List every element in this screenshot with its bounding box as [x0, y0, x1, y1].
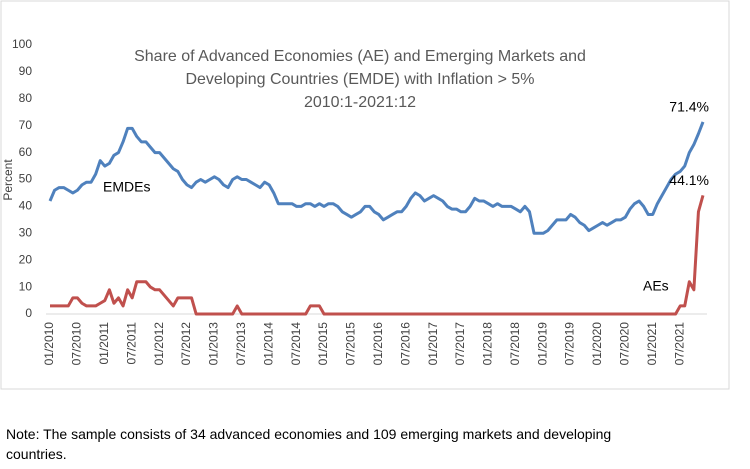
- x-tick-label: 01/2013: [207, 322, 221, 366]
- chart-frame: [0, 0, 730, 390]
- y-tick-label: 30: [19, 225, 33, 239]
- x-tick-label: 01/2014: [261, 322, 275, 366]
- x-tick-label: 07/2016: [398, 322, 412, 366]
- chart-subtitle: 2010:1-2021:12: [304, 94, 416, 111]
- x-tick-label: 07/2015: [344, 322, 358, 366]
- data-label: 71.4%: [669, 99, 709, 115]
- x-tick-label: 07/2010: [70, 322, 84, 366]
- x-tick-label: 01/2021: [645, 322, 659, 366]
- chart-title: Share of Advanced Economies (AE) and Eme…: [134, 48, 586, 65]
- x-tick-label: 01/2019: [535, 322, 549, 366]
- x-tick-label: 01/2012: [152, 322, 166, 366]
- x-tick-label: 07/2017: [453, 322, 467, 366]
- y-axis-label: Percent: [1, 159, 15, 201]
- y-tick-label: 50: [19, 172, 33, 186]
- chart: Share of Advanced Economies (AE) and Eme…: [0, 0, 730, 390]
- series-line: [50, 194, 705, 316]
- x-tick-label: 01/2011: [97, 322, 111, 365]
- x-tick-label: 07/2012: [179, 322, 193, 366]
- y-tick-label: 20: [19, 252, 33, 266]
- note: Note: The sample consists of 34 advanced…: [6, 426, 612, 462]
- x-tick-label: 01/2015: [316, 322, 330, 366]
- data-label: 44.1%: [669, 172, 709, 188]
- y-tick-label: 40: [19, 199, 33, 213]
- x-tick-label: 07/2019: [563, 322, 577, 366]
- y-tick-label: 0: [25, 306, 32, 320]
- x-tick-label: 01/2017: [426, 322, 440, 366]
- y-tick-label: 80: [19, 91, 33, 105]
- x-tick-label: 07/2013: [234, 322, 248, 366]
- y-tick-label: 100: [12, 37, 32, 51]
- series-line: [48, 121, 705, 235]
- x-tick-label: 07/2011: [124, 322, 138, 365]
- series-name: AEs: [643, 278, 669, 294]
- y-tick-label: 70: [19, 118, 33, 132]
- x-tick-label: 01/2016: [371, 322, 385, 366]
- x-tick-label: 07/2014: [289, 322, 303, 366]
- x-tick-label: 07/2018: [508, 322, 522, 366]
- y-tick-label: 60: [19, 145, 33, 159]
- y-tick-label: 10: [19, 279, 33, 293]
- x-tick-label: 01/2018: [481, 322, 495, 366]
- chart-title: Developing Countries (EMDE) with Inflati…: [185, 71, 534, 88]
- x-tick-label: 07/2020: [618, 322, 632, 366]
- x-tick-label: 01/2010: [42, 322, 56, 366]
- y-tick-label: 90: [19, 64, 33, 78]
- x-tick-label: 07/2021: [672, 322, 686, 366]
- series-name: EMDEs: [103, 179, 150, 195]
- x-tick-label: 01/2020: [590, 322, 604, 366]
